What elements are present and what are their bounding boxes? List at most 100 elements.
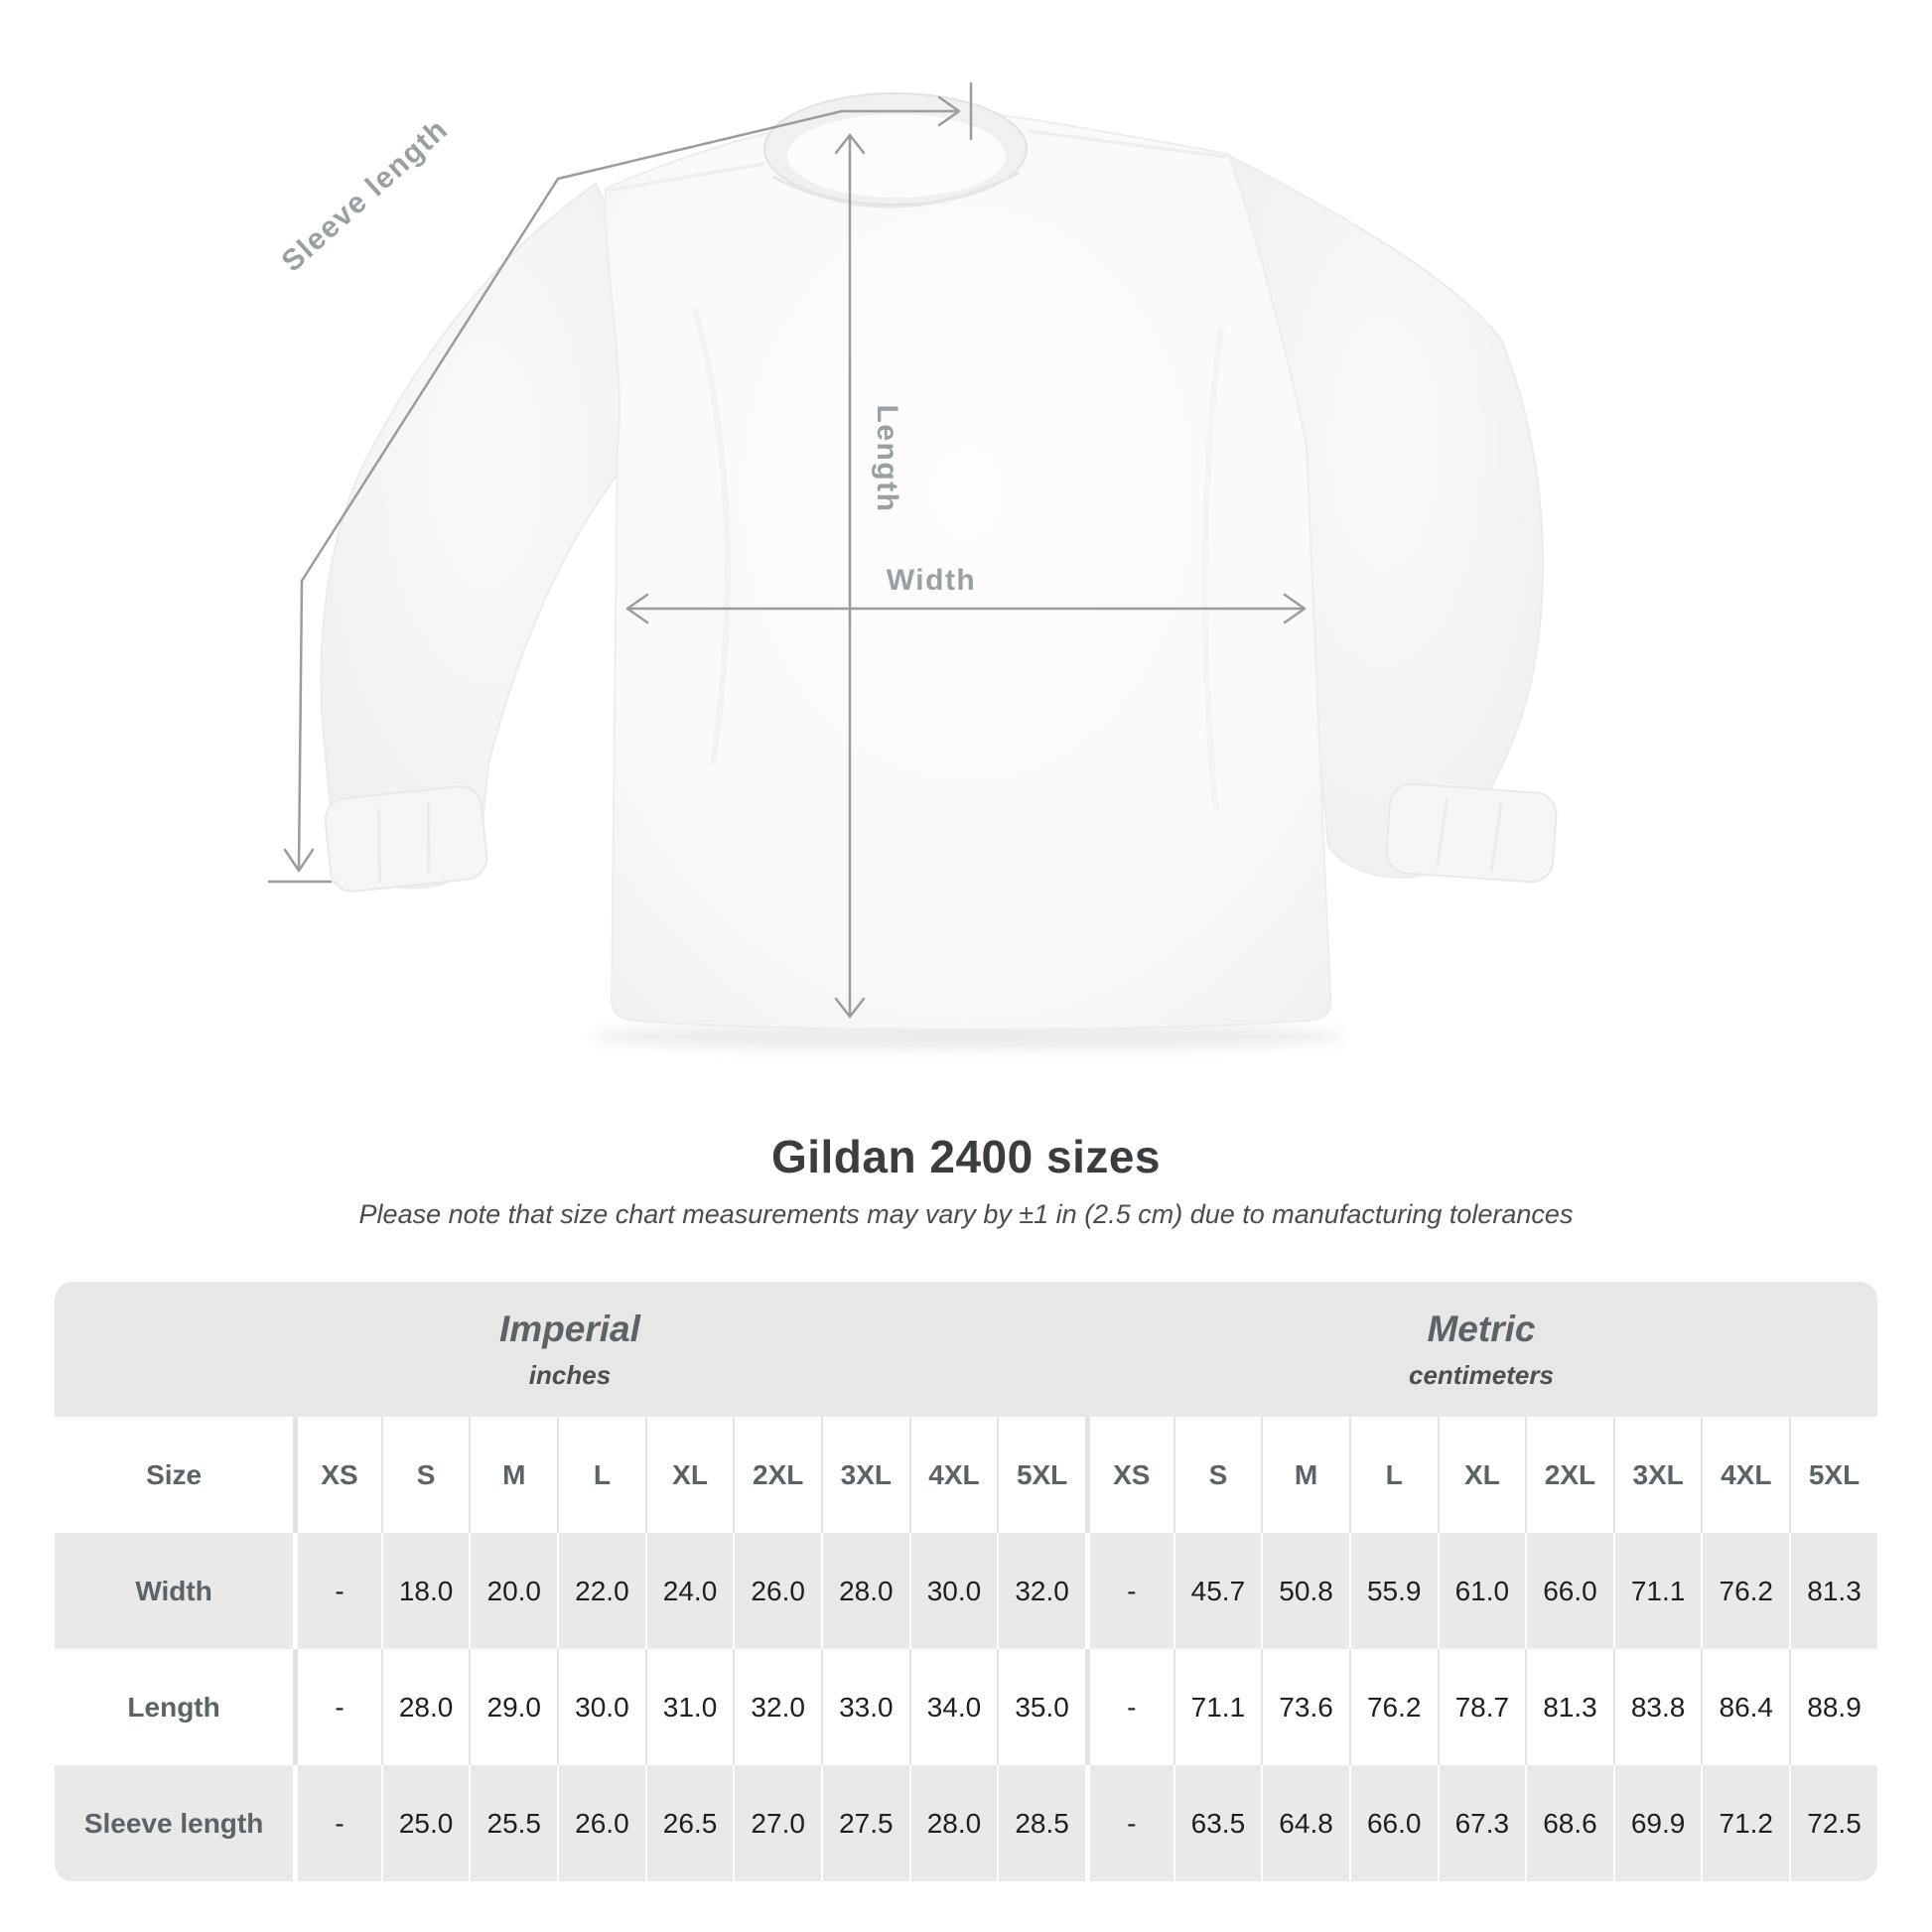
table-cell: 30.0	[557, 1649, 645, 1765]
table-cell: 71.1	[1612, 1533, 1702, 1649]
table-cell: 29.0	[469, 1649, 558, 1765]
table-cell: 24.0	[644, 1533, 734, 1649]
size-header-row: Size XS S M L XL 2XL 3XL 4XL 5XL XS S M …	[55, 1417, 1877, 1533]
title-block: Gildan 2400 sizes Please note that size …	[0, 1130, 1932, 1230]
size-column-header: 5XL	[1789, 1417, 1877, 1533]
table-cell: 72.5	[1789, 1765, 1877, 1881]
table-cell: 27.0	[733, 1765, 821, 1881]
table-cell: -	[293, 1649, 381, 1765]
table-cell: 28.0	[908, 1765, 998, 1881]
table-cell: 45.7	[1173, 1533, 1262, 1649]
length-line	[834, 133, 866, 1019]
shirt-measurement-diagram: Sleeve length Length Width	[267, 81, 1558, 1049]
size-column-header: L	[1348, 1417, 1438, 1533]
size-column-header: XL	[644, 1417, 734, 1533]
table-cell: 28.5	[997, 1765, 1085, 1881]
table-cell: 73.6	[1261, 1649, 1349, 1765]
table-row-width: Width - 18.0 20.0 22.0 24.0 26.0 28.0 30…	[55, 1533, 1877, 1649]
width-label: Width	[887, 564, 977, 597]
table-cell: -	[1084, 1765, 1173, 1881]
unit-group-sublabel: inches	[528, 1359, 612, 1390]
shirt-fold-line	[1201, 327, 1224, 815]
table-cell: 25.5	[469, 1765, 558, 1881]
size-column-header: 4XL	[908, 1417, 998, 1533]
table-cell: -	[1084, 1649, 1173, 1765]
table-cell: 26.0	[733, 1533, 821, 1649]
table-cell: 66.0	[1525, 1533, 1613, 1649]
table-cell: 27.5	[821, 1765, 909, 1881]
table-cell: -	[293, 1533, 381, 1649]
table-cell: 76.2	[1701, 1533, 1790, 1649]
length-label: Length	[871, 405, 903, 513]
size-column-header: 2XL	[733, 1417, 821, 1533]
table-cell: 32.0	[733, 1649, 821, 1765]
table-cell: 67.3	[1437, 1765, 1526, 1881]
table-cell: 69.9	[1612, 1765, 1702, 1881]
size-column-header: XL	[1437, 1417, 1526, 1533]
shirt-shadow	[591, 1024, 1345, 1049]
shirt-shoulder-seam	[607, 162, 765, 193]
size-column-header: XS	[1084, 1417, 1173, 1533]
table-cell: 88.9	[1789, 1649, 1877, 1765]
size-chart: Imperial inches Metric centimeters Size …	[55, 1282, 1877, 1881]
table-row-sleeve-length: Sleeve length - 25.0 25.5 26.0 26.5 27.0…	[55, 1765, 1877, 1881]
table-cell: 55.9	[1348, 1533, 1438, 1649]
table-cell: 25.0	[380, 1765, 470, 1881]
unit-group-imperial: Imperial inches	[55, 1282, 1085, 1417]
size-column-header: M	[1261, 1417, 1349, 1533]
table-cell: -	[1084, 1533, 1173, 1649]
size-column-header: S	[1173, 1417, 1262, 1533]
unit-group-label: Metric	[1427, 1308, 1536, 1349]
table-cell: 63.5	[1173, 1765, 1262, 1881]
size-chart-table: Imperial inches Metric centimeters Size …	[55, 1282, 1877, 1881]
table-cell: 34.0	[908, 1649, 998, 1765]
unit-band-row: Imperial inches Metric centimeters	[55, 1282, 1877, 1417]
table-cell: 78.7	[1437, 1649, 1526, 1765]
row-label: Sleeve length	[55, 1765, 294, 1881]
table-cell: 26.0	[557, 1765, 645, 1881]
table-cell: 68.6	[1525, 1765, 1613, 1881]
shirt-left-sleeve	[320, 182, 652, 890]
shirt-fold-line	[692, 307, 731, 765]
table-cell: 71.2	[1701, 1765, 1790, 1881]
table-cell: -	[293, 1765, 381, 1881]
shirt-left-cuff	[324, 785, 488, 893]
size-column-header: XS	[293, 1417, 381, 1533]
table-cell: 28.0	[380, 1649, 470, 1765]
row-label: Length	[55, 1649, 294, 1765]
table-cell: 20.0	[469, 1533, 558, 1649]
shirt-shoulder-seam	[1027, 129, 1228, 159]
sleeve-length-label: Sleeve length	[275, 112, 454, 278]
unit-group-label: Imperial	[499, 1308, 640, 1349]
size-column-header: L	[557, 1417, 645, 1533]
table-cell: 61.0	[1437, 1533, 1526, 1649]
table-cell: 26.5	[644, 1765, 734, 1881]
table-cell: 31.0	[644, 1649, 734, 1765]
row-label: Width	[55, 1533, 294, 1649]
unit-group-sublabel: centimeters	[1408, 1359, 1554, 1390]
table-cell: 81.3	[1525, 1649, 1613, 1765]
size-column-header: 3XL	[1612, 1417, 1702, 1533]
table-cell: 30.0	[908, 1533, 998, 1649]
table-cell: 86.4	[1701, 1649, 1790, 1765]
sleeve-length-line	[267, 81, 973, 884]
size-column-header: M	[469, 1417, 558, 1533]
table-cell: 22.0	[557, 1533, 645, 1649]
table-cell: 35.0	[997, 1649, 1085, 1765]
table-cell: 81.3	[1789, 1533, 1877, 1649]
size-column-title: Size	[55, 1417, 294, 1533]
size-column-header: 2XL	[1525, 1417, 1613, 1533]
page-subtitle: Please note that size chart measurements…	[358, 1199, 1574, 1229]
size-column-header: S	[380, 1417, 470, 1533]
size-column-header: 5XL	[997, 1417, 1085, 1533]
table-cell: 28.0	[821, 1533, 909, 1649]
unit-group-metric: Metric centimeters	[1084, 1282, 1877, 1417]
size-column-header: 3XL	[821, 1417, 909, 1533]
table-cell: 71.1	[1173, 1649, 1262, 1765]
table-cell: 66.0	[1348, 1765, 1438, 1881]
width-line	[625, 593, 1307, 624]
table-cell: 76.2	[1348, 1649, 1438, 1765]
table-cell: 83.8	[1612, 1649, 1702, 1765]
table-cell: 18.0	[380, 1533, 470, 1649]
table-cell: 32.0	[997, 1533, 1085, 1649]
